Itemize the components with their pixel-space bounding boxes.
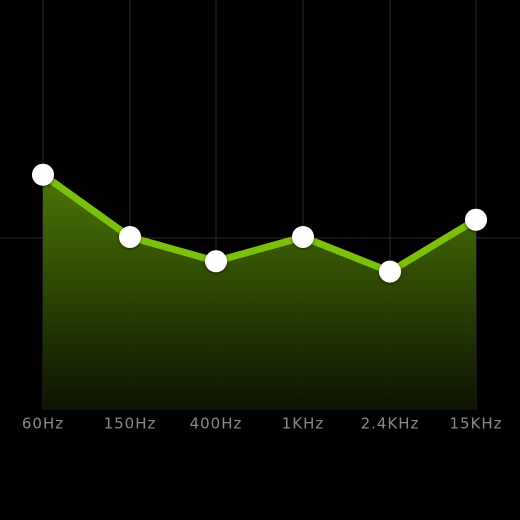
curve-fill-area xyxy=(43,174,476,410)
frequency-label: 60Hz xyxy=(22,415,64,433)
frequency-label: 150Hz xyxy=(104,415,157,433)
frequency-label: 400Hz xyxy=(190,415,243,433)
band-handle-2-4khz[interactable] xyxy=(379,260,401,283)
band-handle-1khz[interactable] xyxy=(292,226,314,248)
band-handle-150hz[interactable] xyxy=(119,226,141,248)
frequency-label: 15KHz xyxy=(449,415,502,433)
frequency-label: 2.4KHz xyxy=(361,415,420,433)
band-handles xyxy=(32,163,487,283)
band-handle-15khz[interactable] xyxy=(465,208,487,231)
frequency-labels: 60Hz 150Hz 400Hz 1KHz 2.4KHz 15KHz xyxy=(22,415,502,433)
eq-curve-line xyxy=(39,171,480,276)
band-handle-400hz[interactable] xyxy=(205,250,227,273)
band-handle-60hz[interactable] xyxy=(32,163,54,186)
frequency-label: 1KHz xyxy=(282,415,325,433)
